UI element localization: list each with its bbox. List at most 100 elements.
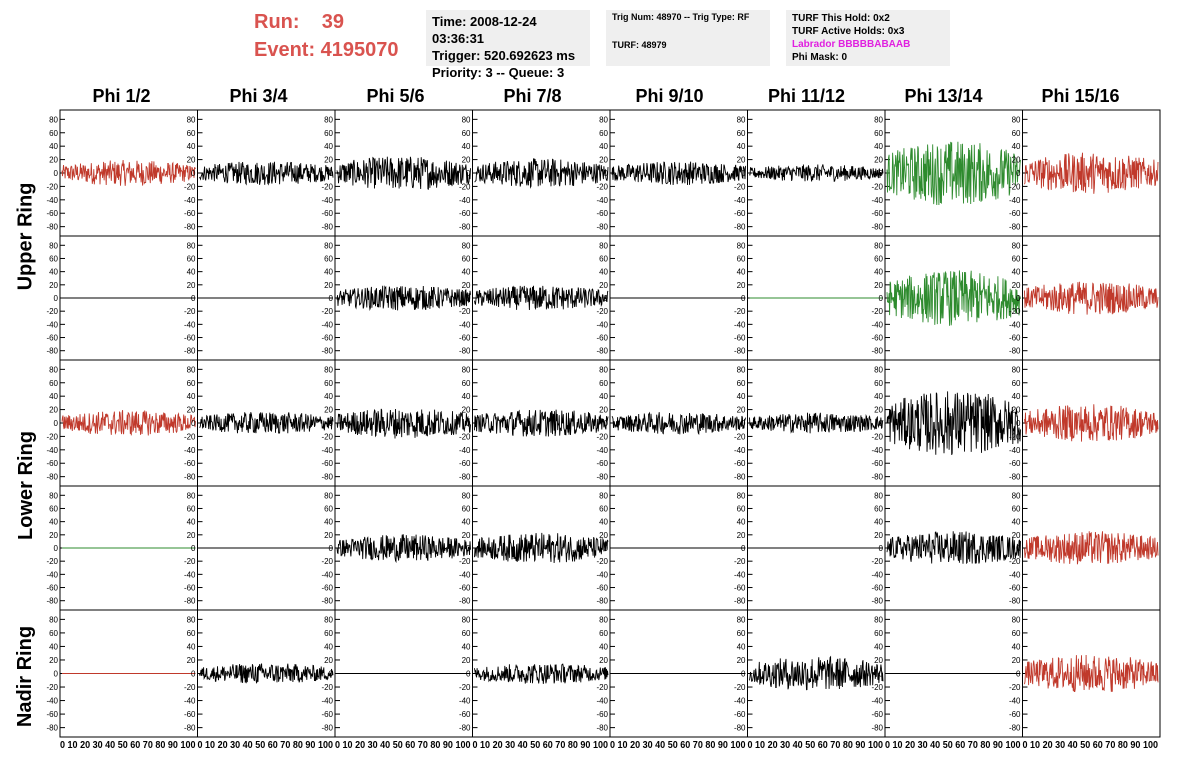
y-tick-label: 40 [49,142,58,151]
y-tick-label: -20 [184,432,196,441]
y-tick-label: 20 [874,156,883,165]
y-tick-label: 80 [737,241,746,250]
y-tick-label: -40 [734,446,746,455]
y-tick-label: 60 [49,379,58,388]
y-tick-label: -40 [1009,320,1021,329]
y-tick-label: 0 [741,419,746,428]
y-tick-label: -20 [184,307,196,316]
y-tick-label: -40 [321,697,333,706]
y-tick-label: -20 [596,557,608,566]
y-tick-label: 80 [737,115,746,124]
y-tick-label: -40 [871,446,883,455]
y-tick-label: 60 [49,254,58,263]
y-tick-label: -60 [734,334,746,343]
y-tick-label: -40 [184,697,196,706]
y-tick-label: 80 [324,241,333,250]
y-tick-label: -80 [1009,223,1021,232]
y-tick-label: 60 [462,504,471,513]
y-tick-label: 80 [49,115,58,124]
y-tick-label: 60 [874,254,883,263]
y-tick-label: 40 [324,268,333,277]
y-tick-label: -60 [596,209,608,218]
y-tick-label: -80 [871,724,883,733]
y-tick-label: -40 [596,320,608,329]
y-tick-label: 80 [599,241,608,250]
y-tick-label: 0 [1016,419,1021,428]
trig-num-text: Trig Num: 48970 -- Trig Type: RF [612,12,750,22]
y-tick-label: 80 [874,365,883,374]
y-tick-label: -80 [321,597,333,606]
y-tick-label: 40 [187,142,196,151]
y-tick-label: -20 [596,432,608,441]
waveform-trace [886,391,1021,456]
y-tick-label: 80 [49,365,58,374]
y-tick-label: -60 [596,584,608,593]
y-tick-label: 80 [599,115,608,124]
y-tick-label: -20 [321,182,333,191]
y-tick-label: 0 [879,419,884,428]
y-tick-label: 40 [737,642,746,651]
waveform-trace [1024,281,1159,315]
y-tick-label: 80 [1012,615,1021,624]
y-tick-label: -80 [321,724,333,733]
y-tick-label: -80 [184,347,196,356]
y-tick-label: 40 [737,142,746,151]
y-tick-label: -20 [1009,557,1021,566]
y-tick-label: 80 [187,115,196,124]
y-tick-label: -20 [46,432,58,441]
y-tick-label: 80 [462,615,471,624]
y-tick-label: -60 [871,209,883,218]
y-tick-label: 80 [737,491,746,500]
y-tick-label: -60 [46,459,58,468]
waveform-trace [1024,152,1159,194]
y-tick-label: -80 [46,473,58,482]
y-tick-label: 40 [599,642,608,651]
y-tick-label: 60 [737,629,746,638]
y-tick-label: 40 [874,642,883,651]
y-tick-label: -20 [321,432,333,441]
y-tick-label: 80 [187,365,196,374]
y-tick-label: -40 [734,570,746,579]
y-tick-label: 60 [462,379,471,388]
y-tick-label: -60 [46,710,58,719]
y-tick-label: -40 [321,196,333,205]
y-tick-label: -20 [871,432,883,441]
y-tick-label: 40 [462,142,471,151]
y-tick-label: -80 [184,473,196,482]
y-tick-label: 0 [191,419,196,428]
y-tick-label: -80 [459,473,471,482]
y-tick-label: 80 [187,615,196,624]
y-tick-label: 40 [324,518,333,527]
y-tick-label: 20 [187,656,196,665]
waveform-trace [336,534,471,564]
y-tick-label: 80 [324,491,333,500]
column-header-phi-9-10: Phi 9/10 [635,86,704,106]
y-tick-label: -60 [871,584,883,593]
y-tick-label: 0 [466,544,471,553]
y-tick-label: 0 [329,670,334,679]
y-tick-label: 20 [49,656,58,665]
y-tick-label: -60 [1009,209,1021,218]
y-tick-label: 0 [191,670,196,679]
y-tick-label: 60 [462,629,471,638]
y-tick-label: -60 [321,459,333,468]
y-tick-label: 0 [54,670,59,679]
y-tick-label: 80 [187,241,196,250]
y-tick-label: -60 [459,459,471,468]
y-tick-label: 20 [187,156,196,165]
y-tick-label: -60 [871,334,883,343]
y-tick-label: -40 [871,196,883,205]
y-tick-label: -80 [321,347,333,356]
y-tick-label: 20 [462,406,471,415]
y-tick-label: 40 [1012,642,1021,651]
y-tick-label: 0 [604,544,609,553]
y-tick-label: -60 [596,459,608,468]
y-tick-label: -40 [459,697,471,706]
y-tick-label: -40 [871,570,883,579]
y-tick-label: -60 [321,334,333,343]
y-tick-label: 60 [874,629,883,638]
y-tick-label: -40 [459,446,471,455]
y-tick-label: 60 [49,129,58,138]
y-tick-label: 0 [879,544,884,553]
waveform-trace [336,156,471,190]
